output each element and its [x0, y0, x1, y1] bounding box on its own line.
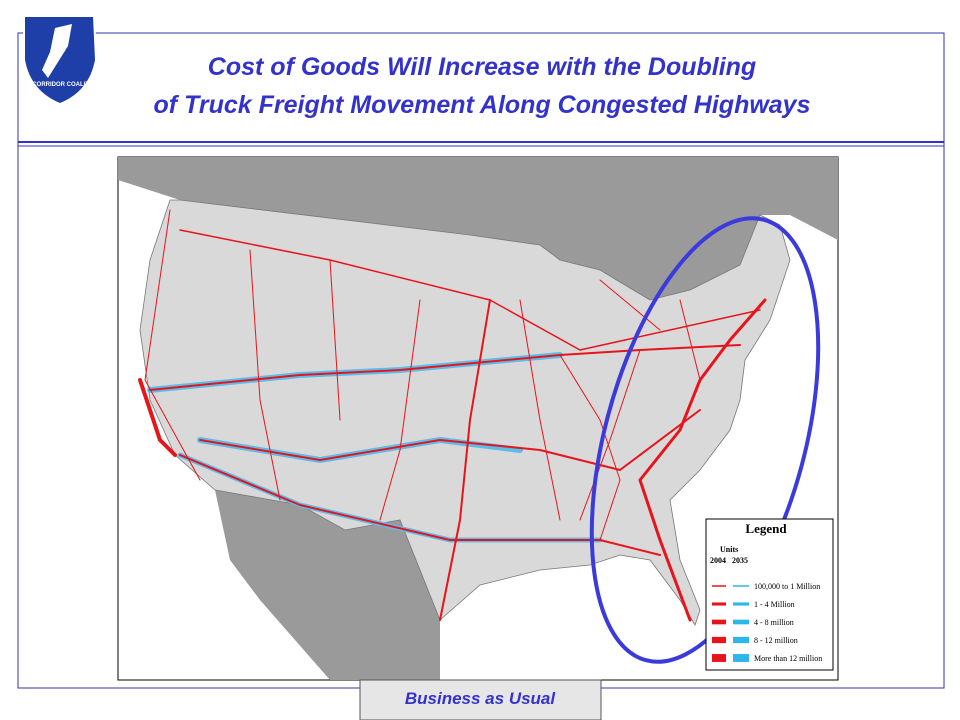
legend-year: 2004	[710, 556, 726, 565]
title-line: of Truck Freight Movement Along Congeste…	[153, 91, 810, 119]
title-line: Cost of Goods Will Increase with the Dou…	[208, 53, 756, 81]
highway-network	[138, 209, 767, 622]
i95-highlight	[589, 216, 821, 664]
footer-box	[359, 679, 602, 720]
legend-entry: 1 - 4 Million	[754, 600, 795, 609]
legend-entry: More than 12 million	[754, 654, 822, 663]
legend-entry: 4 - 8 million	[754, 618, 794, 627]
legend-year: 2035	[732, 556, 748, 565]
footer-label: Business as Usual	[405, 689, 557, 708]
legend: Legend Units 2004 2035 100,000 to 1 Mill…	[705, 518, 834, 671]
legend-title: Legend	[745, 521, 787, 536]
legend-entry: 100,000 to 1 Million	[754, 582, 820, 591]
logo: I-95 CORRIDOR COALITION	[20, 15, 100, 106]
logo-text: I-95 CORRIDOR COALITION	[20, 82, 99, 88]
legend-units: Units	[720, 545, 738, 554]
legend-entry: 8 - 12 million	[754, 636, 798, 645]
